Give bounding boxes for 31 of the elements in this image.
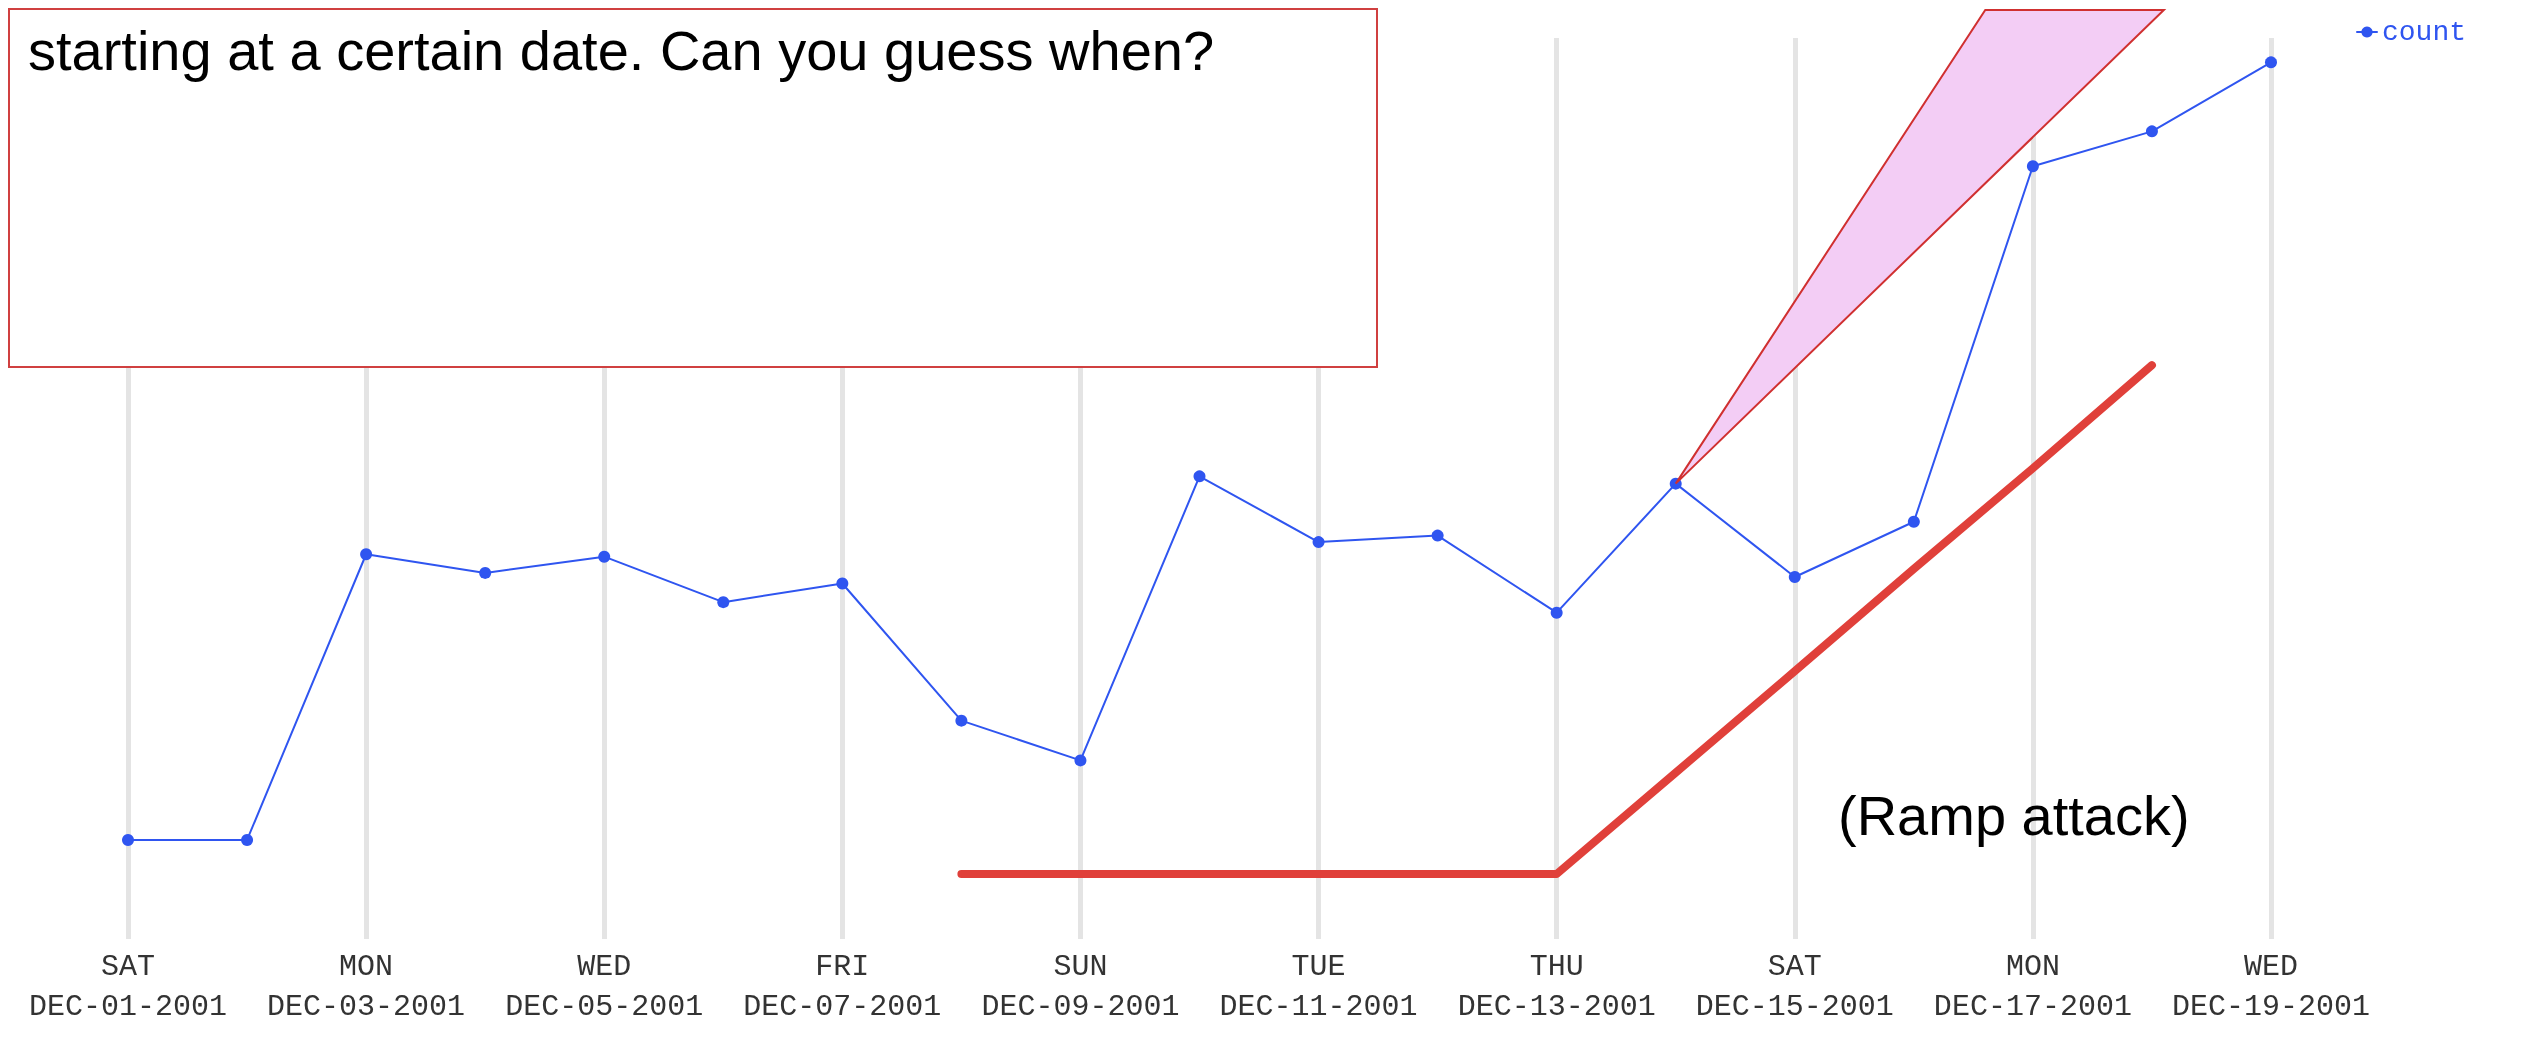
x-tick-label: WED DEC-05-2001	[505, 950, 704, 1024]
legend-label: count	[2381, 16, 2466, 48]
point	[955, 714, 968, 727]
annotation: (Ramp attack)	[1838, 783, 2190, 848]
x-tick-label: SUN DEC-09-2001	[981, 950, 1180, 1024]
x-tick-label: SAT DEC-01-2001	[28, 950, 228, 1024]
point	[1312, 536, 1325, 549]
x-tick-label: MON DEC-03-2001	[267, 950, 466, 1024]
point	[122, 833, 134, 846]
annotation: starting at a certain date. Can you guess when?	[28, 18, 1215, 83]
x-tick-label: TUE DEC-11-2001	[1219, 950, 1418, 1024]
point	[1788, 570, 1801, 583]
point	[2265, 56, 2277, 69]
point	[598, 550, 611, 563]
point	[1431, 529, 1444, 542]
x-tick-label: MON DEC-17-2001	[1933, 950, 2132, 1024]
x-tick-label: FRI DEC-07-2001	[743, 950, 942, 1024]
point	[2145, 125, 2158, 138]
x-tick-label: WED DEC-19-2001	[2171, 950, 2371, 1024]
point	[1193, 470, 1206, 483]
point	[241, 833, 254, 846]
point	[1074, 754, 1087, 767]
point	[717, 596, 730, 609]
point	[2026, 160, 2039, 173]
point	[360, 548, 373, 561]
x-tick-label: SAT DEC-15-2001	[1695, 950, 1894, 1024]
point	[1907, 515, 1920, 528]
point	[1550, 606, 1563, 619]
point	[479, 566, 492, 579]
x-tick-label: THU DEC-13-2001	[1457, 950, 1656, 1024]
point	[836, 577, 849, 590]
